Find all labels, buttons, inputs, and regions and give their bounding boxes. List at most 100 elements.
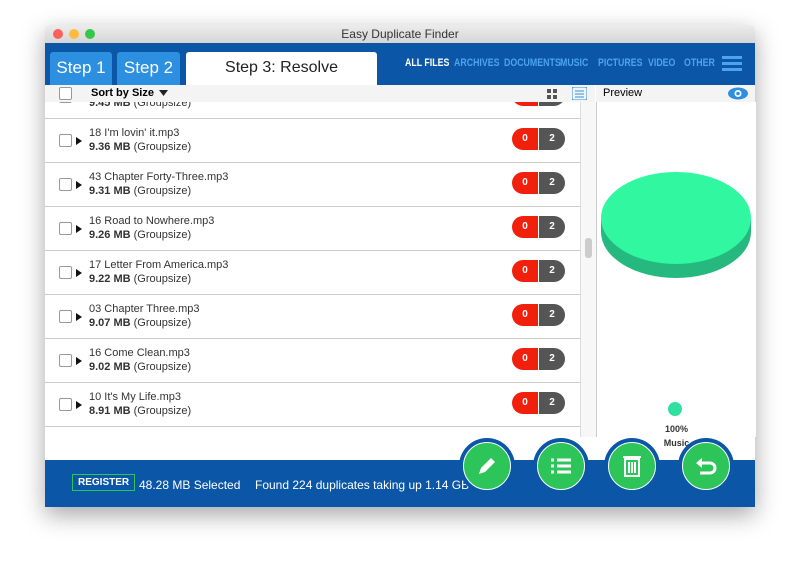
file-size: 9.31 MB — [89, 185, 131, 197]
tab[interactable]: Step 2 — [117, 52, 180, 85]
delete-button[interactable] — [604, 438, 660, 494]
group-label: (Groupsize) — [133, 185, 192, 197]
title-bar: Easy Duplicate Finder — [45, 25, 755, 43]
expand-arrow[interactable] — [76, 357, 82, 365]
file-size-line: 8.91 MB (Groupsize) — [89, 405, 191, 417]
file-name: 18 I'm lovin' it.mp3 — [89, 127, 180, 139]
tab-active[interactable]: Step 3: Resolve Duplicates — [186, 52, 377, 107]
badge-selected: 0 — [512, 392, 538, 414]
file-size-line: 9.45 MB (Groupsize) — [89, 102, 191, 109]
file-size-line: 9.02 MB (Groupsize) — [89, 361, 191, 373]
menu-icon[interactable] — [722, 55, 744, 73]
file-list: 9.45 MB (Groupsize)0218 I'm lovin' it.mp… — [45, 102, 580, 437]
file-row[interactable]: 16 Road to Nowhere.mp3 9.26 MB (Groupsize… — [45, 207, 580, 251]
filter-link[interactable]: ALL FILES — [405, 57, 450, 69]
expand-arrow[interactable] — [76, 401, 82, 409]
header: Step 1 Step 2 Step 3: Resolve Duplicates… — [45, 43, 755, 107]
file-size: 8.91 MB — [89, 405, 131, 417]
list-view-icon[interactable] — [572, 87, 587, 100]
expand-arrow[interactable] — [76, 313, 82, 321]
file-name: 03 Chapter Three.mp3 — [89, 303, 200, 315]
group-label: (Groupsize) — [133, 141, 192, 153]
file-size-line: 9.31 MB (Groupsize) — [89, 185, 191, 197]
select-all-checkbox[interactable] — [59, 87, 72, 100]
expand-arrow[interactable] — [76, 137, 82, 145]
minimize-button[interactable] — [69, 29, 79, 39]
list-button[interactable] — [533, 438, 589, 494]
selected-size: 48.28 MB Selected — [139, 478, 241, 492]
group-label: (Groupsize) — [133, 361, 192, 373]
found-summary: Found 224 duplicates taking up 1.14 GB — [255, 478, 470, 492]
app-window: Easy Duplicate Finder Step 1 Step 2 Step… — [45, 25, 756, 507]
row-checkbox[interactable] — [59, 134, 72, 147]
row-checkbox[interactable] — [59, 102, 72, 103]
file-row[interactable]: 17 Letter From America.mp3 9.22 MB (Group… — [45, 251, 580, 295]
sort-label[interactable]: Sort by Size — [91, 87, 154, 99]
grid-view-icon[interactable] — [547, 89, 557, 99]
expand-arrow[interactable] — [76, 225, 82, 233]
duplicate-badge[interactable]: 02 — [512, 102, 565, 106]
register-button[interactable]: REGISTER — [72, 474, 136, 491]
file-row[interactable]: 18 I'm lovin' it.mp3 9.36 MB (Groupsize) 0… — [45, 119, 580, 163]
file-name: 16 Come Clean.mp3 — [89, 347, 190, 359]
group-label: (Groupsize) — [133, 273, 192, 285]
badge-selected: 0 — [512, 348, 538, 370]
tab[interactable]: Step 1 — [50, 52, 112, 85]
badge-total: 2 — [539, 102, 565, 106]
file-size-line: 9.26 MB (Groupsize) — [89, 229, 191, 241]
file-size: 9.02 MB — [89, 361, 131, 373]
filter-link[interactable]: VIDEO — [648, 57, 676, 69]
preview-title: Preview — [603, 87, 643, 99]
badge-selected: 0 — [512, 102, 538, 106]
badge-selected: 0 — [512, 128, 538, 150]
close-button[interactable] — [53, 29, 63, 39]
scrollbar[interactable] — [580, 102, 596, 437]
filter-link[interactable]: PICTURES — [598, 57, 643, 69]
file-row[interactable]: 43 Chapter Forty-Three.mp3 9.31 MB (Group… — [45, 163, 580, 207]
filter-link[interactable]: DOCUMENTS — [504, 57, 561, 69]
file-row[interactable]: 03 Chapter Three.mp3 9.07 MB (Groupsize) 0… — [45, 295, 580, 339]
row-checkbox[interactable] — [59, 222, 72, 235]
eye-icon[interactable] — [727, 86, 749, 101]
badge-total: 2 — [539, 172, 565, 194]
row-checkbox[interactable] — [59, 310, 72, 323]
row-checkbox[interactable] — [59, 266, 72, 279]
file-row[interactable]: 16 Come Clean.mp3 9.02 MB (Groupsize) 0 2 — [45, 339, 580, 383]
legend-swatch — [668, 402, 682, 416]
edit-button[interactable] — [459, 438, 515, 494]
file-name: 17 Letter From America.mp3 — [89, 259, 229, 271]
undo-button[interactable] — [678, 438, 734, 494]
file-size-line: 9.22 MB (Groupsize) — [89, 273, 191, 285]
group-label: (Groupsize) — [133, 229, 192, 241]
badge-selected: 0 — [512, 260, 538, 282]
group-label: (Groupsize) — [133, 317, 192, 329]
toolbar: Sort by Size — [45, 85, 595, 103]
expand-arrow[interactable] — [76, 181, 82, 189]
preview-header: Preview — [596, 85, 755, 103]
pie-chart — [601, 172, 751, 278]
filter-link[interactable]: ARCHIVES — [454, 57, 500, 69]
filter-link[interactable]: MUSIC — [560, 57, 589, 69]
filter-link[interactable]: OTHER — [684, 57, 715, 69]
file-size: 9.26 MB — [89, 229, 131, 241]
file-size: 9.07 MB — [89, 317, 131, 329]
scroll-thumb[interactable] — [585, 238, 592, 258]
row-checkbox[interactable] — [59, 354, 72, 367]
expand-arrow[interactable] — [76, 269, 82, 277]
row-checkbox[interactable] — [59, 398, 72, 411]
row-checkbox[interactable] — [59, 178, 72, 191]
badge-total: 2 — [539, 260, 565, 282]
legend-percent: 100% — [664, 424, 689, 434]
file-row[interactable]: 9.45 MB (Groupsize) 02 — [45, 102, 580, 119]
zoom-button[interactable] — [85, 29, 95, 39]
sort-arrow[interactable] — [159, 90, 169, 97]
file-row[interactable]: 10 It's My Life.mp3 8.91 MB (Groupsize) 0 2 — [45, 383, 580, 427]
